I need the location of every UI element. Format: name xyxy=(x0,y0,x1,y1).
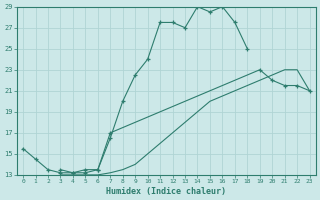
X-axis label: Humidex (Indice chaleur): Humidex (Indice chaleur) xyxy=(106,187,226,196)
